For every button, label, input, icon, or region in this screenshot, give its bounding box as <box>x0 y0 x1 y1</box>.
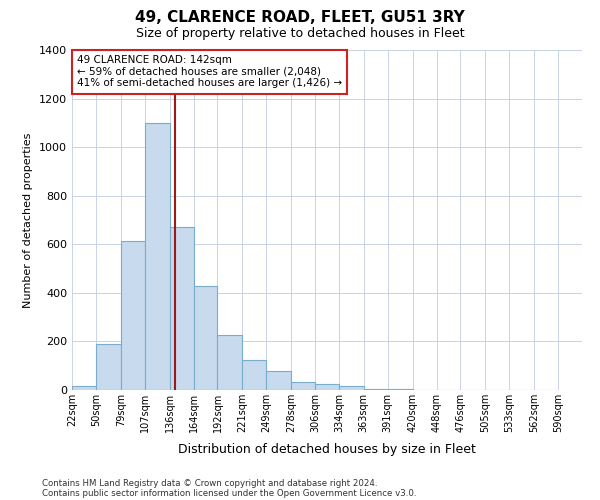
Bar <box>339 386 364 390</box>
Bar <box>194 286 217 390</box>
Bar <box>291 382 315 390</box>
Bar <box>170 228 194 390</box>
Text: 49, CLARENCE ROAD, FLEET, GU51 3RY: 49, CLARENCE ROAD, FLEET, GU51 3RY <box>135 10 465 25</box>
Bar <box>96 344 121 390</box>
Bar <box>72 386 96 390</box>
Text: Contains HM Land Registry data © Crown copyright and database right 2024.: Contains HM Land Registry data © Crown c… <box>42 478 377 488</box>
Text: Contains public sector information licensed under the Open Government Licence v3: Contains public sector information licen… <box>42 488 416 498</box>
Bar <box>364 389 388 390</box>
Bar <box>217 336 242 390</box>
X-axis label: Distribution of detached houses by size in Fleet: Distribution of detached houses by size … <box>178 444 476 456</box>
Bar <box>145 123 170 390</box>
Bar <box>242 360 266 390</box>
Bar <box>266 370 291 390</box>
Text: 49 CLARENCE ROAD: 142sqm
← 59% of detached houses are smaller (2,048)
41% of sem: 49 CLARENCE ROAD: 142sqm ← 59% of detach… <box>77 55 342 88</box>
Bar <box>315 384 339 390</box>
Y-axis label: Number of detached properties: Number of detached properties <box>23 132 34 308</box>
Bar <box>121 240 145 390</box>
Text: Size of property relative to detached houses in Fleet: Size of property relative to detached ho… <box>136 28 464 40</box>
